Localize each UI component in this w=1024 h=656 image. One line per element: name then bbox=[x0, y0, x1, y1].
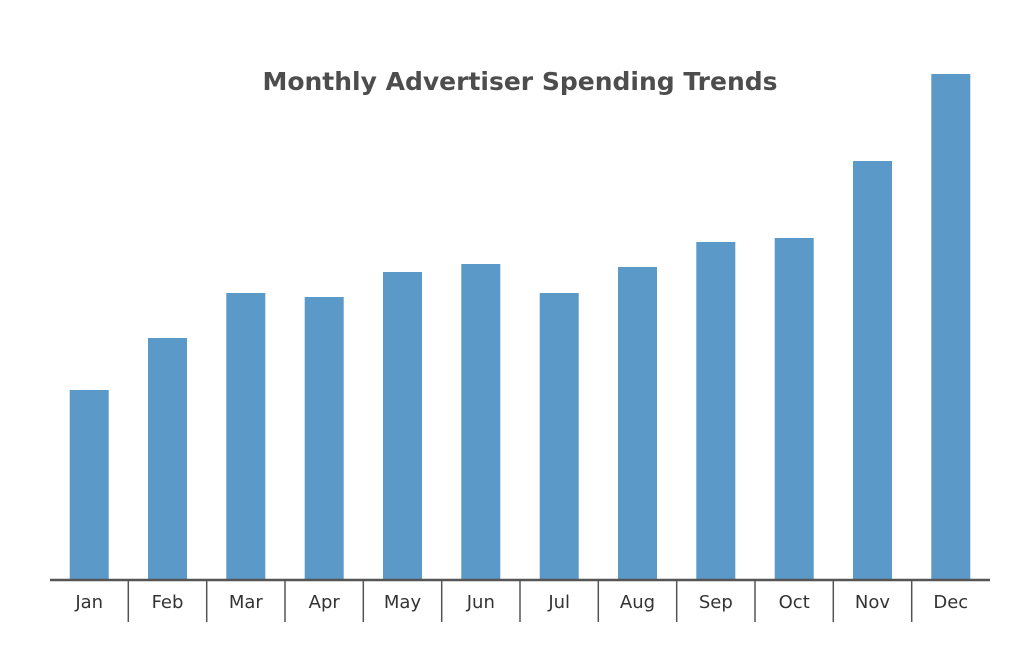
tick-label-dec: Dec bbox=[933, 592, 968, 613]
bar-nov bbox=[853, 161, 892, 580]
tick-label-oct: Oct bbox=[779, 592, 810, 613]
bar-aug bbox=[618, 267, 657, 580]
tick-label-jun: Jun bbox=[466, 592, 495, 613]
bars-group bbox=[69, 74, 971, 580]
bar-mar bbox=[226, 293, 266, 580]
tick-label-apr: Apr bbox=[309, 592, 341, 613]
tick-label-sep: Sep bbox=[699, 592, 733, 613]
tick-label-jan: Jan bbox=[74, 592, 103, 613]
bar-apr bbox=[304, 297, 344, 580]
tick-label-aug: Aug bbox=[620, 592, 655, 613]
bar-oct bbox=[774, 238, 814, 580]
bar-jul bbox=[539, 293, 579, 580]
tick-label-feb: Feb bbox=[152, 592, 184, 613]
chart-title: Monthly Advertiser Spending Trends bbox=[262, 67, 777, 96]
x-axis-ticks bbox=[127, 580, 913, 622]
bar-may bbox=[383, 272, 422, 580]
tick-label-nov: Nov bbox=[855, 592, 890, 613]
tick-label-may: May bbox=[384, 592, 422, 613]
bar-jun bbox=[461, 264, 501, 580]
bar-jan bbox=[69, 390, 109, 580]
bar-dec bbox=[931, 74, 971, 580]
tick-label-mar: Mar bbox=[229, 592, 264, 613]
tick-label-jul: Jul bbox=[547, 592, 570, 613]
bar-feb bbox=[148, 338, 187, 580]
bar-sep bbox=[696, 242, 736, 580]
x-axis-tick-labels: Jan Feb Mar Apr May Jun Jul Aug Sep Oct Nov Dec bbox=[74, 592, 968, 613]
